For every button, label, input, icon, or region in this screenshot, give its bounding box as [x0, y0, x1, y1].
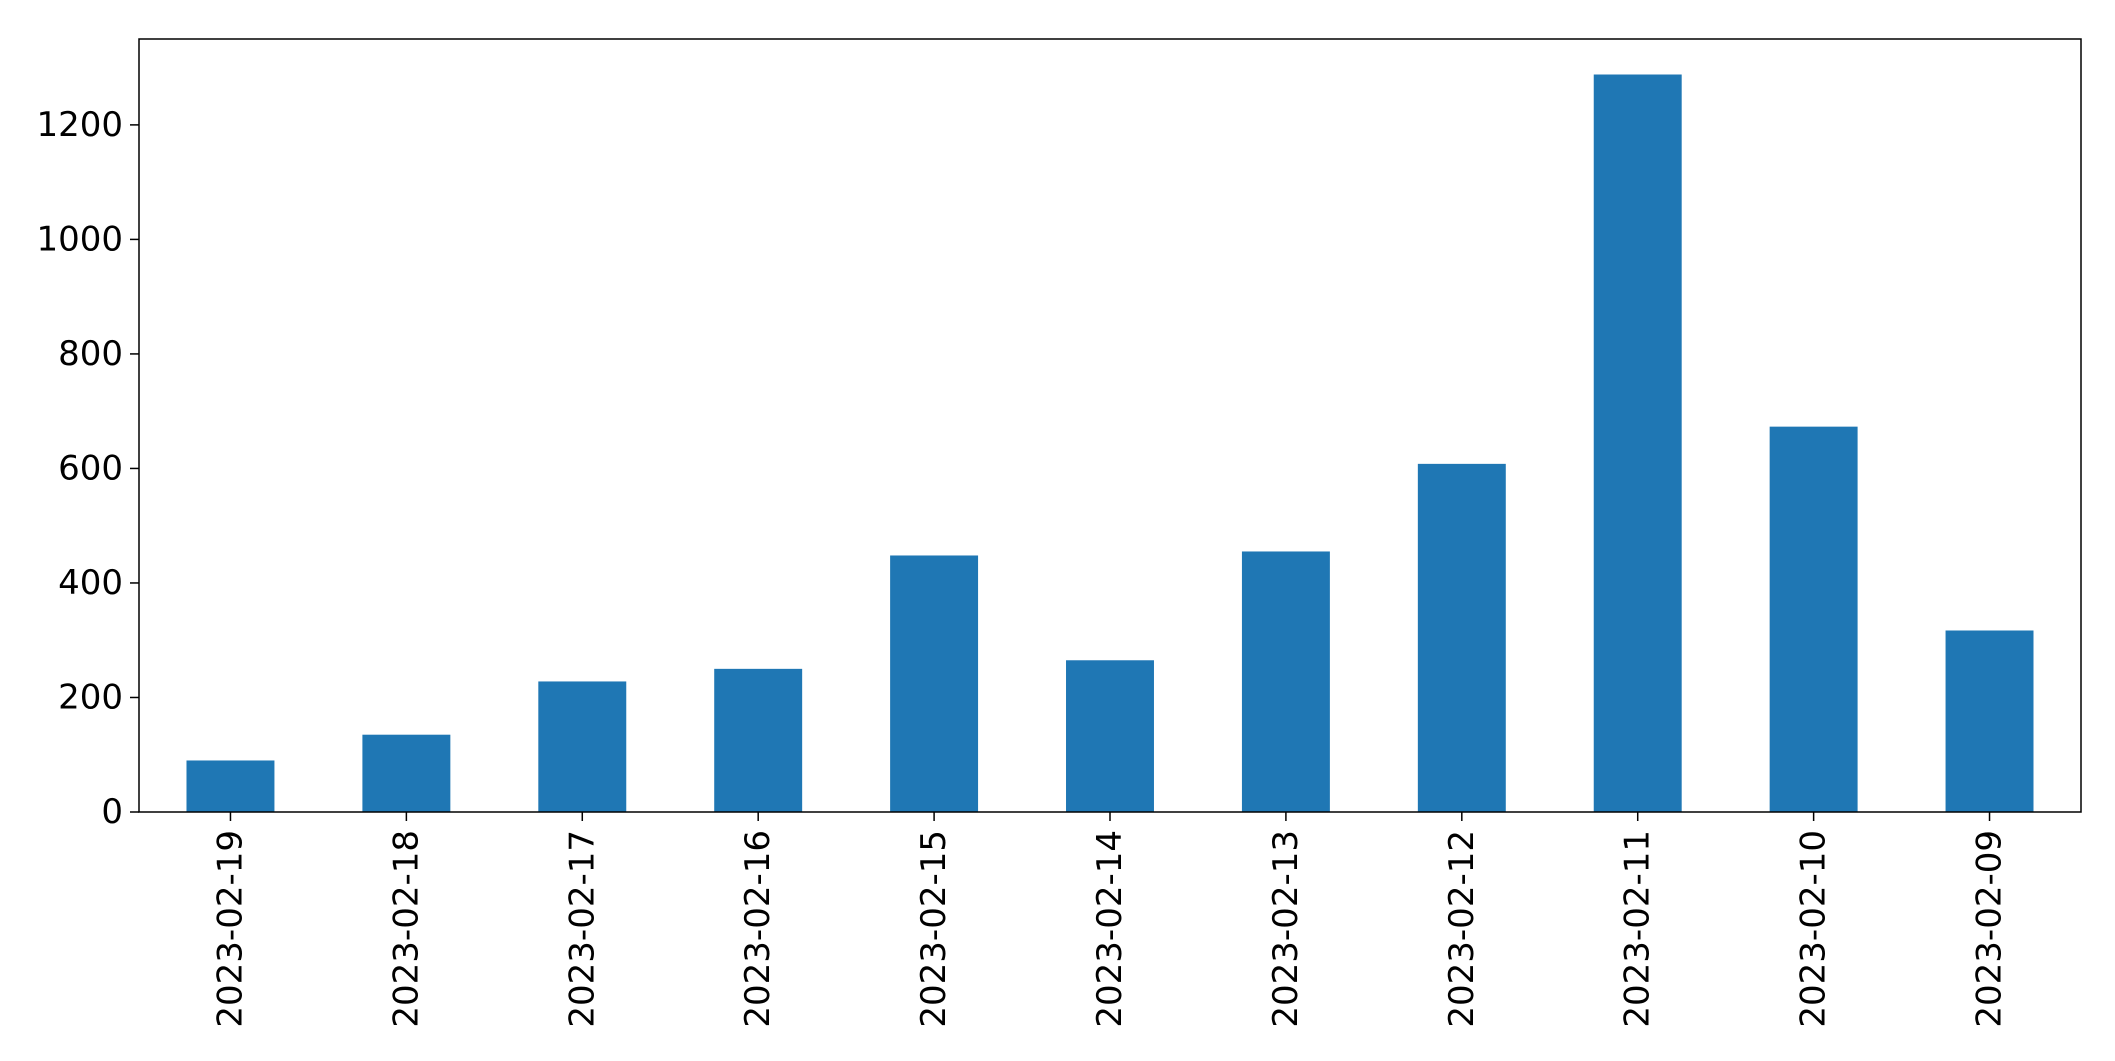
y-tick-label: 1000: [36, 219, 123, 259]
bar-2023-02-11: [1593, 74, 1682, 812]
x-tick-label: 2023-02-17: [562, 830, 602, 1028]
bar-2023-02-12: [1417, 463, 1506, 812]
x-tick-label: 2023-02-09: [1970, 830, 2010, 1028]
plot-frame: [138, 38, 2082, 813]
x-tick-label: 2023-02-10: [1794, 830, 1834, 1028]
x-tick-label: 2023-02-16: [738, 830, 778, 1028]
y-tick-label: 0: [101, 792, 123, 832]
y-tick-label: 600: [58, 448, 123, 488]
bar-2023-02-09: [1945, 630, 2034, 812]
y-tick-label: 800: [58, 334, 123, 374]
bar-2023-02-18: [362, 734, 451, 812]
x-tick-label: 2023-02-19: [210, 830, 250, 1028]
x-tick-label: 2023-02-18: [386, 830, 426, 1028]
bars: [186, 74, 2034, 812]
y-tick-label: 400: [58, 563, 123, 603]
x-tick-label: 2023-02-14: [1090, 830, 1130, 1028]
x-tick-label: 2023-02-12: [1442, 830, 1482, 1028]
bar-2023-02-19: [186, 760, 275, 812]
x-tick-label: 2023-02-11: [1618, 830, 1658, 1028]
bar-2023-02-14: [1066, 660, 1154, 812]
bar-2023-02-15: [890, 555, 979, 812]
x-tick-label: 2023-02-13: [1266, 830, 1306, 1028]
bar-2023-02-10: [1769, 426, 1858, 812]
y-tick-label: 200: [58, 677, 123, 717]
bar-2023-02-16: [714, 668, 803, 812]
bar-2023-02-17: [538, 681, 627, 812]
y-axis-ticks: 0 200 400 600 800 1000 1200: [36, 105, 139, 832]
y-tick-label: 1200: [36, 105, 123, 145]
bar-2023-02-13: [1241, 551, 1330, 812]
x-tick-label: 2023-02-15: [914, 830, 954, 1028]
x-axis-ticks: 2023-02-19 2023-02-18 2023-02-17 2023-02-16…: [210, 812, 2010, 1028]
